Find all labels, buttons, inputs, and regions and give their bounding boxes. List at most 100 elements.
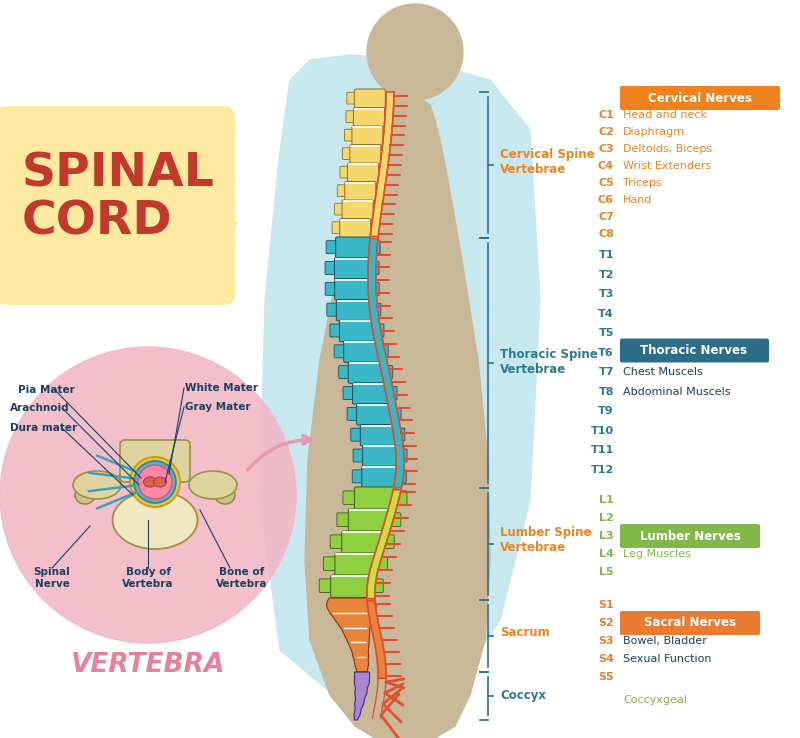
FancyBboxPatch shape xyxy=(323,557,339,570)
FancyBboxPatch shape xyxy=(374,166,386,178)
Text: S3: S3 xyxy=(598,636,614,646)
FancyBboxPatch shape xyxy=(325,283,339,295)
Text: L1: L1 xyxy=(599,495,614,505)
Polygon shape xyxy=(195,222,238,272)
Text: T10: T10 xyxy=(591,426,614,435)
FancyBboxPatch shape xyxy=(342,531,382,554)
FancyBboxPatch shape xyxy=(342,148,354,159)
FancyBboxPatch shape xyxy=(334,279,370,300)
Text: Lumber Spine
Vertebrae: Lumber Spine Vertebrae xyxy=(500,526,591,554)
FancyBboxPatch shape xyxy=(371,184,383,196)
Ellipse shape xyxy=(215,486,235,504)
FancyBboxPatch shape xyxy=(339,320,374,342)
Text: Coccyx: Coccyx xyxy=(500,689,546,702)
FancyBboxPatch shape xyxy=(340,218,370,238)
Text: S2: S2 xyxy=(598,618,614,628)
FancyBboxPatch shape xyxy=(366,241,380,254)
Text: T1: T1 xyxy=(598,250,614,260)
Text: C2: C2 xyxy=(598,127,614,137)
Text: Triceps: Triceps xyxy=(623,178,662,188)
FancyBboxPatch shape xyxy=(362,466,397,488)
Text: T8: T8 xyxy=(598,387,614,396)
FancyBboxPatch shape xyxy=(393,449,407,462)
FancyBboxPatch shape xyxy=(334,258,370,279)
Polygon shape xyxy=(305,95,490,738)
FancyBboxPatch shape xyxy=(380,111,392,123)
FancyBboxPatch shape xyxy=(332,221,344,233)
FancyBboxPatch shape xyxy=(392,470,406,483)
Text: T9: T9 xyxy=(598,406,614,416)
FancyBboxPatch shape xyxy=(345,182,376,201)
Text: Hand: Hand xyxy=(623,195,653,205)
Text: C7: C7 xyxy=(598,212,614,222)
Text: Sacral Nerves: Sacral Nerves xyxy=(644,616,736,630)
FancyBboxPatch shape xyxy=(335,553,376,576)
Text: T6: T6 xyxy=(598,348,614,357)
Ellipse shape xyxy=(154,477,166,487)
Text: S4: S4 xyxy=(598,654,614,664)
Text: Cervical Spine
Vertebrae: Cervical Spine Vertebrae xyxy=(500,148,594,176)
FancyBboxPatch shape xyxy=(365,283,379,295)
FancyBboxPatch shape xyxy=(342,200,373,219)
Text: Body of
Vertebra: Body of Vertebra xyxy=(122,568,174,589)
FancyBboxPatch shape xyxy=(360,424,395,446)
Text: C1: C1 xyxy=(598,110,614,120)
Text: T12: T12 xyxy=(590,464,614,475)
FancyBboxPatch shape xyxy=(327,303,341,316)
Text: Sacrum: Sacrum xyxy=(500,626,550,638)
Text: Thoracic Nerves: Thoracic Nerves xyxy=(641,344,747,357)
Polygon shape xyxy=(368,238,404,488)
Text: T4: T4 xyxy=(598,308,614,319)
FancyBboxPatch shape xyxy=(369,203,381,215)
Text: Spinal
Nerve: Spinal Nerve xyxy=(34,568,70,589)
FancyBboxPatch shape xyxy=(336,300,371,321)
FancyBboxPatch shape xyxy=(620,339,769,362)
FancyBboxPatch shape xyxy=(376,148,388,159)
FancyBboxPatch shape xyxy=(366,221,378,233)
Text: Thoracic Spine
Vertebrae: Thoracic Spine Vertebrae xyxy=(500,348,598,376)
FancyBboxPatch shape xyxy=(371,557,387,570)
Circle shape xyxy=(138,465,172,499)
Ellipse shape xyxy=(73,471,121,499)
Text: T2: T2 xyxy=(598,269,614,280)
Ellipse shape xyxy=(143,477,157,487)
Text: Dura mater: Dura mater xyxy=(10,423,77,433)
FancyBboxPatch shape xyxy=(343,491,359,505)
Text: C4: C4 xyxy=(598,161,614,171)
FancyBboxPatch shape xyxy=(345,129,357,141)
Text: T7: T7 xyxy=(598,367,614,377)
Polygon shape xyxy=(367,490,401,599)
FancyBboxPatch shape xyxy=(362,445,398,466)
Text: C8: C8 xyxy=(598,229,614,239)
Text: Gray Mater: Gray Mater xyxy=(185,402,250,412)
FancyBboxPatch shape xyxy=(370,324,384,337)
FancyBboxPatch shape xyxy=(381,92,393,104)
Text: L5: L5 xyxy=(599,567,614,577)
FancyBboxPatch shape xyxy=(347,163,378,182)
FancyBboxPatch shape xyxy=(620,524,760,548)
Text: Chest Muscels: Chest Muscels xyxy=(623,367,702,377)
Text: Cervical Nerves: Cervical Nerves xyxy=(648,92,752,105)
FancyBboxPatch shape xyxy=(326,241,340,254)
FancyBboxPatch shape xyxy=(319,579,335,593)
Polygon shape xyxy=(326,598,377,672)
Polygon shape xyxy=(370,92,394,236)
Text: SPINAL
CORD: SPINAL CORD xyxy=(22,151,215,245)
FancyBboxPatch shape xyxy=(378,129,390,141)
FancyBboxPatch shape xyxy=(367,303,381,316)
Circle shape xyxy=(130,457,180,507)
FancyBboxPatch shape xyxy=(347,407,361,421)
Text: L2: L2 xyxy=(599,513,614,523)
Text: Arachnoid: Arachnoid xyxy=(10,403,70,413)
FancyBboxPatch shape xyxy=(387,407,401,421)
FancyBboxPatch shape xyxy=(385,513,401,526)
Text: L3: L3 xyxy=(599,531,614,541)
Text: S5: S5 xyxy=(598,672,614,682)
FancyBboxPatch shape xyxy=(620,611,760,635)
FancyBboxPatch shape xyxy=(354,89,386,108)
Text: Bowel, Bladder: Bowel, Bladder xyxy=(623,636,707,646)
Text: Lumber Nerves: Lumber Nerves xyxy=(640,529,740,542)
Text: Coccyxgeal: Coccyxgeal xyxy=(623,695,687,705)
Text: Abdominal Muscels: Abdominal Muscels xyxy=(623,387,730,396)
FancyBboxPatch shape xyxy=(348,362,383,383)
